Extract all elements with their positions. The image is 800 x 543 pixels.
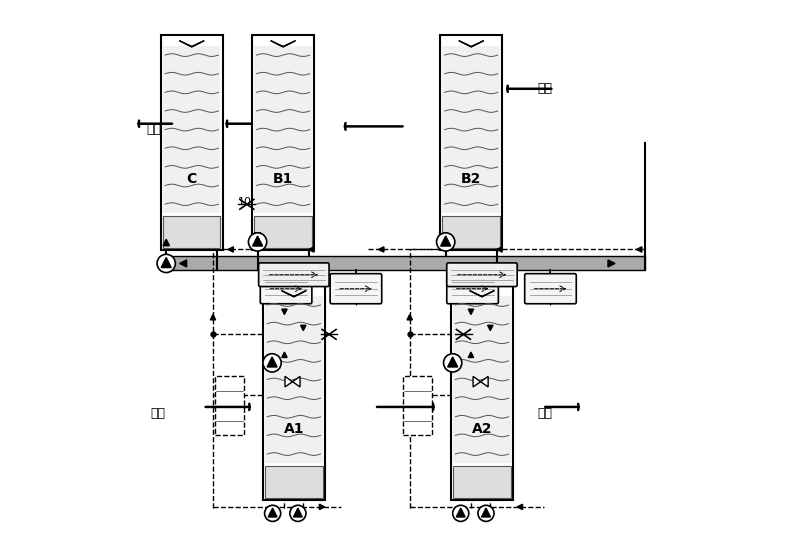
Polygon shape <box>517 504 522 509</box>
Polygon shape <box>293 376 300 387</box>
Polygon shape <box>163 239 170 245</box>
Circle shape <box>453 506 469 521</box>
Text: 新风: 新风 <box>150 407 165 420</box>
FancyBboxPatch shape <box>260 274 312 304</box>
Bar <box>163 46 221 213</box>
Bar <box>265 465 322 498</box>
Bar <box>265 296 322 463</box>
Polygon shape <box>456 508 465 517</box>
Polygon shape <box>482 508 490 517</box>
Bar <box>442 216 500 248</box>
Bar <box>402 376 432 435</box>
FancyBboxPatch shape <box>446 274 498 304</box>
Polygon shape <box>441 236 450 246</box>
Polygon shape <box>407 314 412 320</box>
Bar <box>440 35 502 250</box>
Polygon shape <box>253 236 262 246</box>
Polygon shape <box>468 309 474 314</box>
Circle shape <box>290 506 306 521</box>
Polygon shape <box>210 314 216 320</box>
Text: B2: B2 <box>461 172 482 186</box>
Polygon shape <box>378 247 384 252</box>
Bar <box>263 285 325 500</box>
Polygon shape <box>473 376 481 387</box>
Polygon shape <box>285 376 293 387</box>
Bar <box>454 296 510 463</box>
Polygon shape <box>282 309 287 314</box>
Circle shape <box>265 506 281 521</box>
Polygon shape <box>301 325 306 331</box>
Polygon shape <box>468 352 474 357</box>
Bar <box>451 285 513 500</box>
Bar <box>254 46 312 213</box>
Bar <box>161 35 222 250</box>
FancyBboxPatch shape <box>258 263 329 287</box>
Polygon shape <box>268 508 277 517</box>
FancyBboxPatch shape <box>525 274 576 304</box>
FancyBboxPatch shape <box>330 274 382 304</box>
Polygon shape <box>267 357 277 367</box>
Bar <box>254 216 312 248</box>
Text: C: C <box>186 172 197 186</box>
Bar <box>442 46 500 213</box>
Polygon shape <box>228 247 234 252</box>
Bar <box>214 376 244 435</box>
Polygon shape <box>319 504 325 509</box>
Polygon shape <box>497 247 502 252</box>
Text: 新风: 新风 <box>537 83 552 95</box>
Text: A1: A1 <box>284 422 304 436</box>
Bar <box>161 256 645 270</box>
Polygon shape <box>481 376 488 387</box>
Polygon shape <box>282 352 287 357</box>
Circle shape <box>263 353 282 372</box>
FancyBboxPatch shape <box>446 263 517 287</box>
Text: B1: B1 <box>273 172 294 186</box>
Polygon shape <box>637 247 642 252</box>
Bar <box>252 35 314 250</box>
Polygon shape <box>294 508 302 517</box>
Polygon shape <box>488 325 493 331</box>
Bar <box>454 465 510 498</box>
Polygon shape <box>448 357 458 367</box>
Circle shape <box>478 506 494 521</box>
Text: 排风: 排风 <box>146 123 162 136</box>
Polygon shape <box>180 260 186 267</box>
Bar <box>163 216 221 248</box>
Circle shape <box>157 254 175 273</box>
Polygon shape <box>254 233 261 239</box>
Text: 10: 10 <box>238 197 252 207</box>
Circle shape <box>437 233 455 251</box>
Text: 送风: 送风 <box>537 407 552 420</box>
Polygon shape <box>161 257 171 268</box>
Circle shape <box>249 233 266 251</box>
Circle shape <box>443 353 462 372</box>
Text: A2: A2 <box>472 422 492 436</box>
Polygon shape <box>608 260 615 267</box>
Polygon shape <box>309 247 314 252</box>
